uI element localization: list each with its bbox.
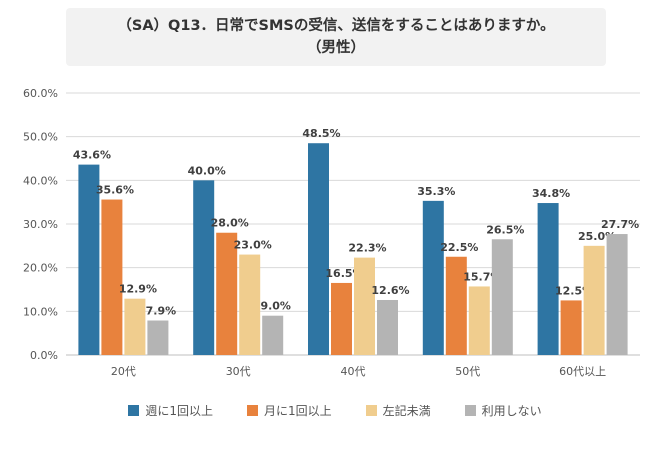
legend-label: 週に1回以上	[145, 404, 213, 418]
x-tick-label: 30代	[226, 365, 251, 378]
y-tick-label: 60.0%	[23, 87, 58, 100]
bar	[445, 256, 467, 355]
legend-swatch	[128, 405, 140, 416]
chart-title-box: （SA）Q13．日常でSMSの受信、送信をすることはありますか。 （男性）	[66, 8, 606, 66]
bar	[422, 200, 444, 355]
data-label: 12.6%	[371, 284, 409, 297]
chart-title-line1: （SA）Q13．日常でSMSの受信、送信をすることはありますか。	[117, 18, 555, 34]
bar	[239, 254, 261, 355]
data-label: 43.6%	[73, 149, 111, 162]
bar	[124, 298, 146, 355]
data-label: 12.9%	[119, 283, 157, 296]
bar	[468, 286, 490, 355]
bar	[308, 143, 329, 355]
legend-label: 月に1回以上	[263, 404, 332, 418]
legend-label: 左記未満	[382, 404, 431, 418]
data-label: 35.3%	[417, 185, 455, 198]
data-label: 40.0%	[188, 164, 226, 177]
data-label: 28.0%	[211, 217, 249, 230]
data-label: 48.5%	[302, 127, 340, 140]
legend-item: 月に1回以上	[246, 402, 332, 419]
legend-swatch	[365, 405, 377, 416]
bar	[606, 234, 628, 355]
legend-item: 週に1回以上	[128, 402, 213, 419]
legend-label: 利用しない	[481, 404, 542, 418]
legend-swatch	[464, 405, 476, 416]
data-label: 22.5%	[440, 241, 478, 254]
data-label: 23.0%	[234, 239, 272, 252]
y-tick-label: 50.0%	[23, 131, 58, 144]
data-label: 34.8%	[532, 187, 570, 200]
data-label: 27.7%	[601, 218, 639, 231]
y-tick-label: 20.0%	[23, 262, 58, 275]
chart-title-line2: （男性）	[307, 40, 365, 56]
data-label: 35.6%	[96, 184, 134, 197]
data-label: 9.0%	[260, 300, 291, 313]
data-label: 26.5%	[486, 223, 524, 236]
legend-item: 左記未満	[365, 402, 431, 419]
bar	[491, 239, 513, 355]
bar	[537, 203, 559, 355]
legend-swatch	[246, 405, 258, 416]
bar	[560, 300, 582, 355]
y-tick-label: 30.0%	[23, 218, 58, 231]
bar	[78, 164, 100, 355]
bar	[583, 245, 605, 355]
bar	[193, 180, 215, 355]
chart-legend: 週に1回以上 月に1回以上 左記未満 利用しない	[0, 402, 670, 419]
data-label: 22.3%	[348, 242, 386, 255]
y-tick-label: 0.0%	[30, 349, 58, 362]
bar-chart: 0.0% 10.0% 20.0% 30.0% 40.0% 50.0% 60.0% 43.6% 3…	[23, 87, 640, 378]
y-tick-label: 40.0%	[23, 174, 58, 187]
x-tick-label: 50代	[455, 365, 480, 378]
bar	[216, 232, 238, 355]
bar	[354, 257, 375, 355]
bar	[331, 282, 352, 355]
data-label: 7.9%	[146, 305, 177, 318]
x-tick-label: 40代	[341, 365, 366, 378]
x-tick-label: 20代	[111, 365, 136, 378]
bar	[147, 320, 169, 355]
bar	[377, 299, 398, 355]
legend-item: 利用しない	[464, 402, 542, 419]
x-tick-label: 60代以上	[559, 365, 606, 378]
y-tick-label: 10.0%	[23, 305, 58, 318]
bar	[101, 199, 123, 355]
bar	[262, 315, 284, 355]
